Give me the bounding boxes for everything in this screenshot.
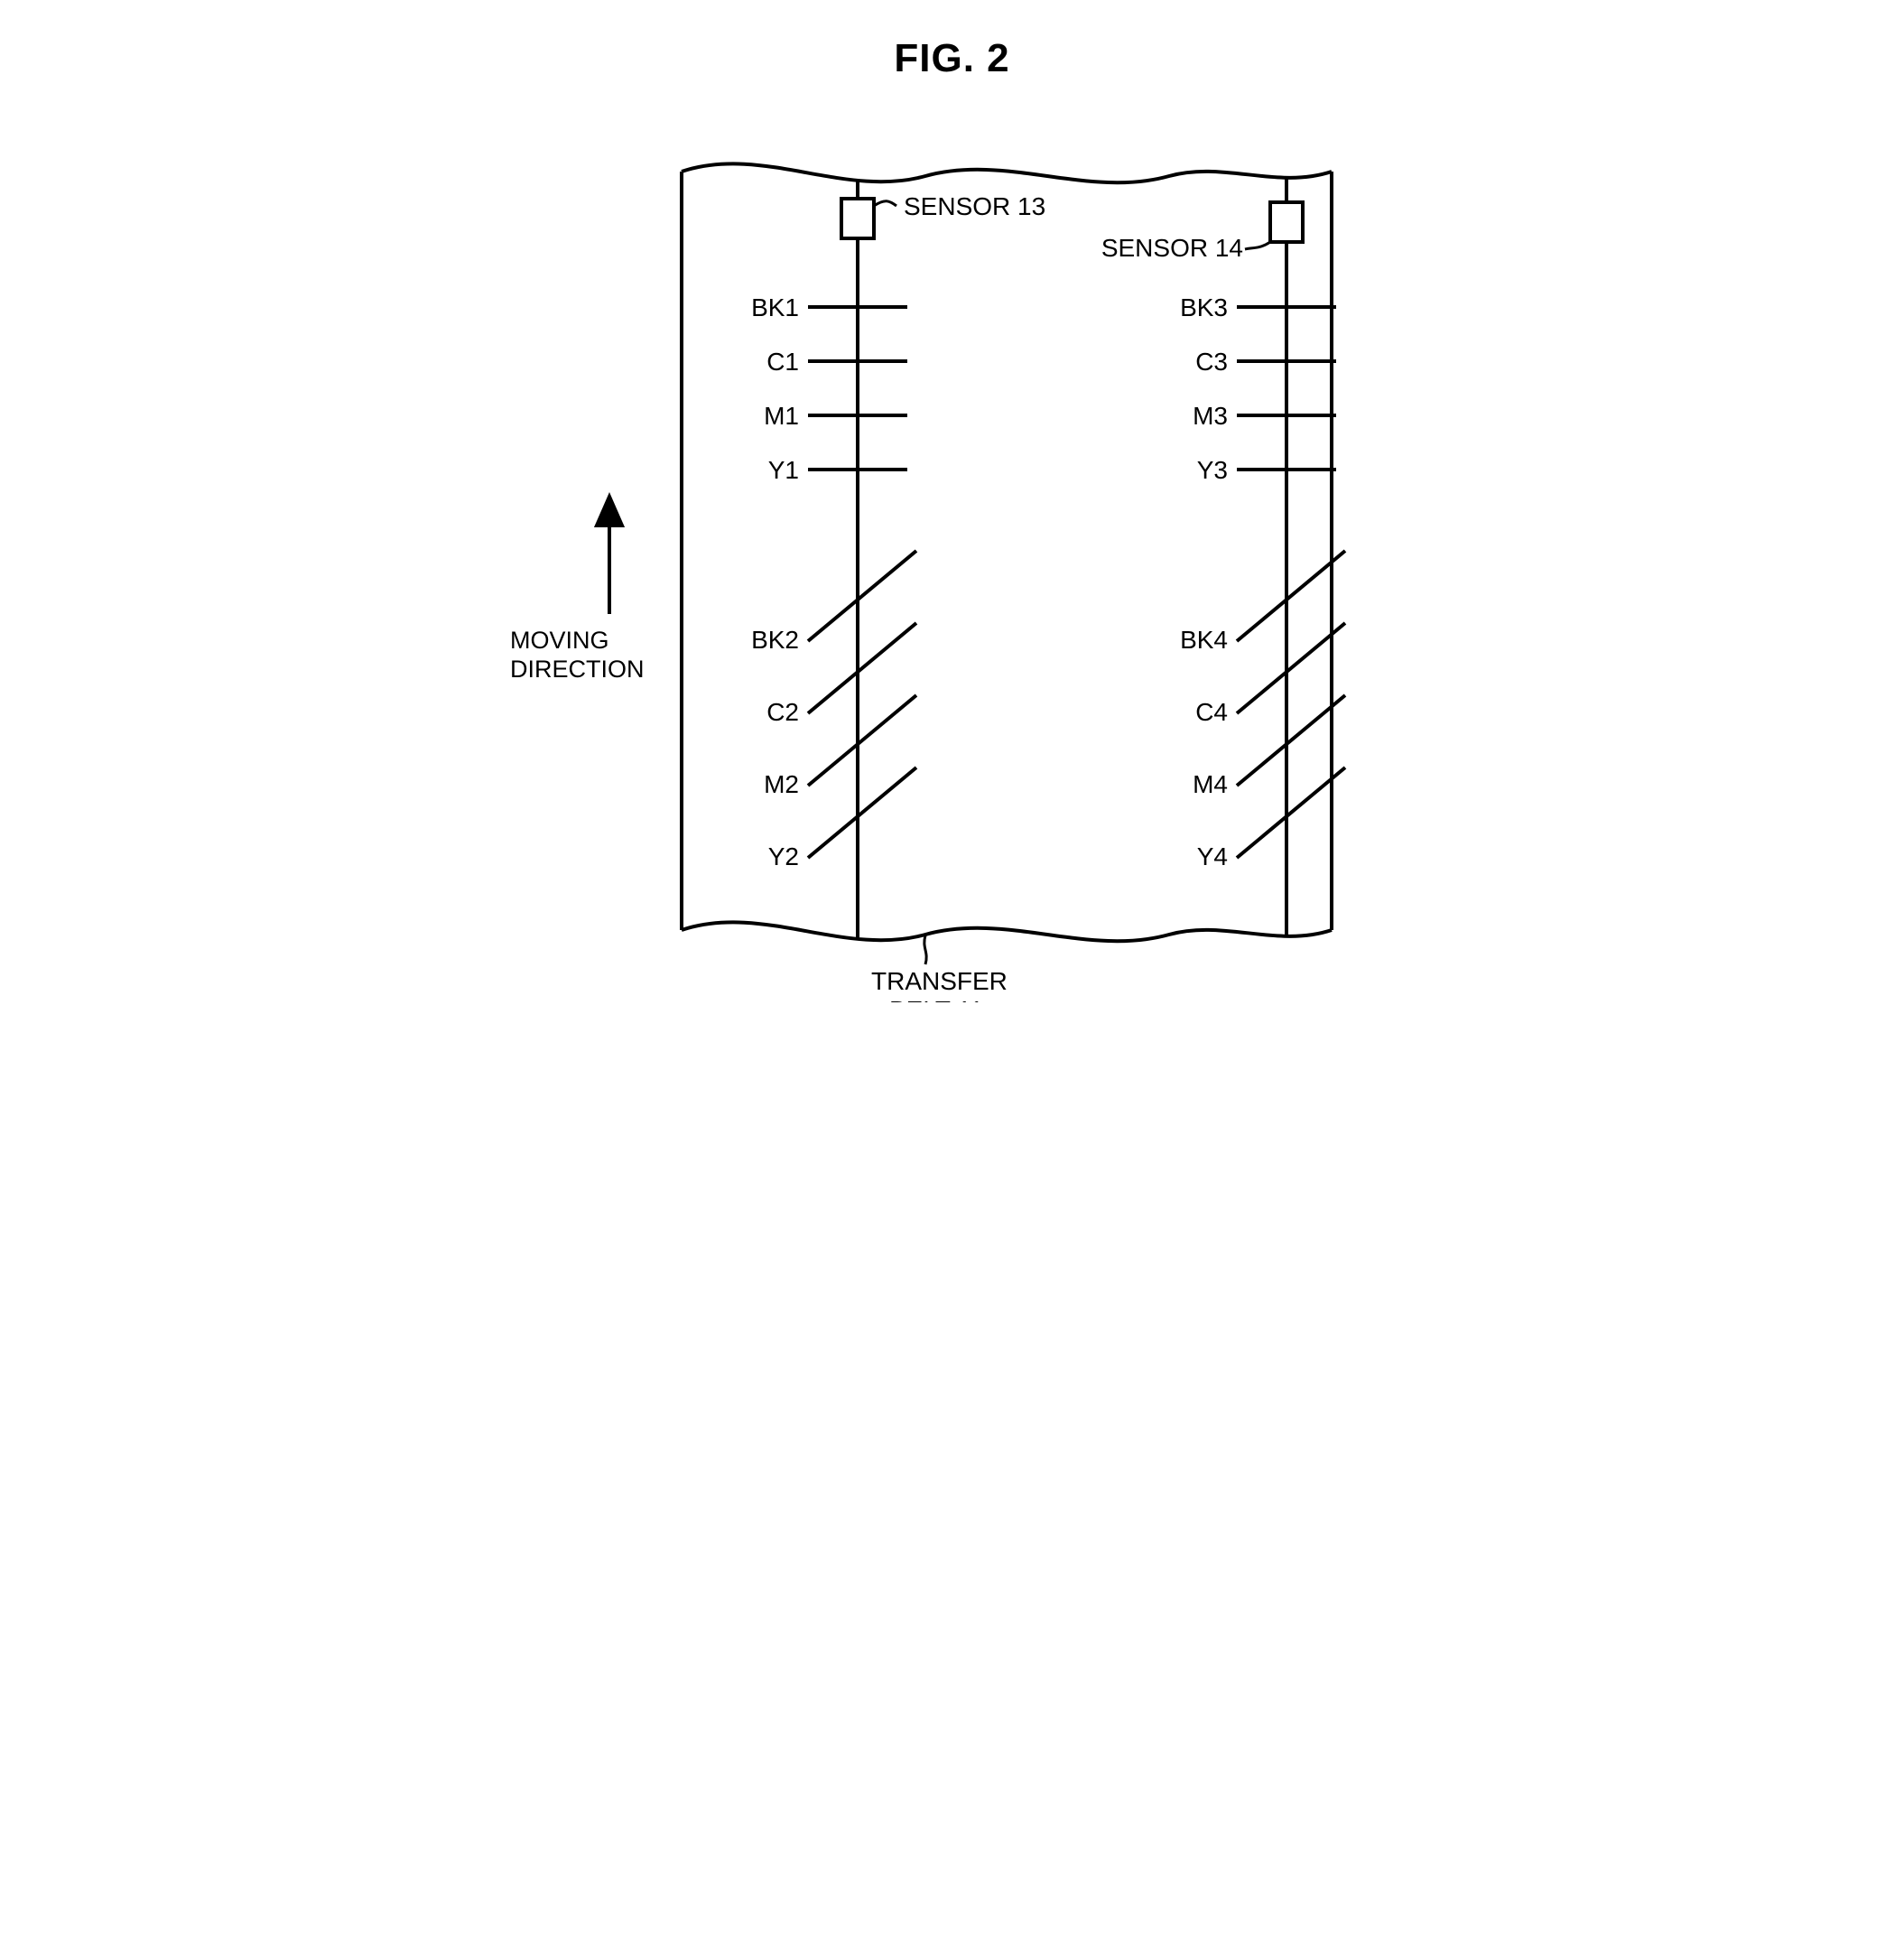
right-d-1: C4 — [1195, 698, 1228, 726]
right-h-1: C3 — [1195, 348, 1228, 376]
right-h-2: M3 — [1193, 402, 1228, 430]
moving-direction: MOVING DIRECTION — [510, 497, 645, 683]
moving-label-1: MOVING — [510, 627, 609, 654]
sensor-13-box — [841, 199, 874, 238]
belt-outline — [682, 163, 1332, 941]
left-horiz-group: BK1 C1 M1 Y1 — [751, 293, 907, 484]
left-h-3: Y1 — [767, 456, 798, 484]
belt-text-1: TRANSFER — [871, 967, 1008, 995]
right-h-3: Y3 — [1196, 456, 1227, 484]
left-d-0: BK2 — [751, 626, 799, 654]
left-h-2: M1 — [764, 402, 799, 430]
left-d-3: Y2 — [767, 842, 798, 870]
sensor-13-label: SENSOR 13 — [904, 192, 1045, 220]
left-diag-group: BK2 C2 M2 Y2 — [751, 551, 916, 870]
belt-label: TRANSFER BELT 11 — [871, 935, 1008, 1002]
moving-label-2: DIRECTION — [510, 656, 645, 683]
left-d-1: C2 — [766, 698, 799, 726]
sensor-14-label: SENSOR 14 — [1101, 234, 1242, 262]
left-h-0: BK1 — [751, 293, 799, 321]
right-diag-group: BK4 C4 M4 Y4 — [1180, 551, 1345, 870]
left-h-1: C1 — [766, 348, 799, 376]
right-d-0: BK4 — [1180, 626, 1228, 654]
right-horiz-group: BK3 C3 M3 Y3 — [1180, 293, 1336, 484]
belt-text-2: BELT 11 — [889, 996, 983, 1002]
sensor-right-group: SENSOR 14 — [1101, 202, 1302, 262]
sensor-14-box — [1270, 202, 1303, 242]
figure-title: FIG. 2 — [501, 36, 1404, 81]
right-d-2: M4 — [1193, 770, 1228, 798]
diagram-svg: SENSOR 13 SENSOR 14 MOVING DIRECTION BK1… — [501, 135, 1404, 1002]
sensor-left-group: SENSOR 13 — [841, 192, 1045, 238]
left-d-2: M2 — [764, 770, 799, 798]
right-d-3: Y4 — [1196, 842, 1227, 870]
right-h-0: BK3 — [1180, 293, 1228, 321]
